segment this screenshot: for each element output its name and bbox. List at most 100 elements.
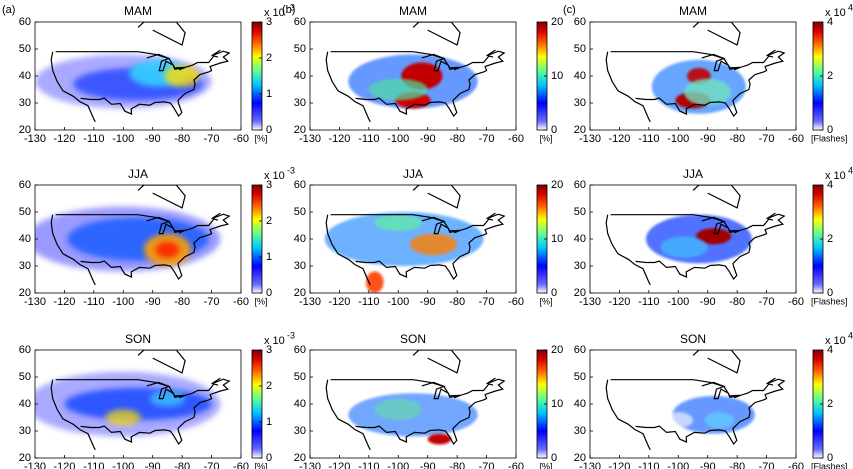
x-tick-label: -120 (53, 461, 75, 469)
field-blob (663, 412, 693, 429)
colorbar-tick-label: 0 (266, 124, 272, 136)
x-tick-label: -70 (204, 133, 220, 145)
map-panel: SON-130 -120 -110 -100 -90 -80 -70 -60203040506… (19, 330, 295, 469)
x-tick-label: -120 (53, 133, 75, 145)
colorbar (251, 349, 263, 459)
x-tick-label: -120 (608, 296, 630, 308)
field (605, 350, 786, 451)
panel-title: SON (680, 332, 706, 346)
colorbar-multiplier: x 10 (825, 170, 846, 182)
colorbar-tick-label: 4 (827, 344, 833, 356)
y-tick-label: 30 (19, 97, 31, 109)
field-blob (704, 412, 735, 429)
colorbar-tick-label: 0 (551, 124, 557, 136)
coastline (325, 214, 371, 286)
colorbar-tick-label: 20 (551, 179, 563, 191)
y-tick-label: 20 (294, 287, 306, 299)
x-tick-label: -80 (174, 133, 190, 145)
x-tick-label: -60 (233, 133, 249, 145)
coastline (605, 214, 651, 286)
y-tick-label: 40 (294, 398, 306, 410)
y-tick-label: 50 (294, 43, 306, 55)
colorbar-unit: [%] (539, 133, 552, 143)
y-tick-label: 30 (19, 260, 31, 272)
field (35, 22, 231, 123)
colorbar-tick-label: 1 (266, 416, 272, 428)
colorbar-tick-label: 0 (266, 452, 272, 464)
colorbar-tick-label: 0 (551, 287, 557, 299)
coastline (50, 214, 96, 286)
x-tick-label: -100 (667, 461, 689, 469)
x-tick-label: -90 (145, 296, 161, 308)
y-tick-label: 60 (19, 344, 31, 356)
y-tick-label: 40 (574, 70, 586, 82)
x-tick-label: -130 (24, 461, 46, 469)
coastline (50, 379, 96, 451)
x-tick-label: -80 (729, 296, 745, 308)
colorbar-exponent: 4 (848, 165, 853, 175)
colorbar-tick-label: 2 (266, 215, 272, 227)
coastline (412, 185, 461, 209)
x-tick-label: -90 (700, 461, 716, 469)
x-tick-label: -100 (112, 296, 134, 308)
x-tick-label: -120 (608, 461, 630, 469)
y-tick-label: 60 (294, 344, 306, 356)
colorbar-exponent: 4 (848, 2, 853, 12)
colorbar-tick-label: 10 (551, 398, 563, 410)
field (324, 185, 506, 293)
colorbar-tick-label: 0 (827, 124, 833, 136)
coastline (610, 379, 774, 397)
x-tick-label: -90 (420, 133, 436, 145)
colorbar-multiplier: x 10 (264, 335, 285, 347)
x-tick-label: -130 (299, 461, 321, 469)
colorbar-tick-label: 3 (266, 16, 272, 28)
x-tick-label: -110 (638, 133, 659, 145)
map-panel: MAM-130 -120 -110 -100 -90 -80 -70 -60203040506… (19, 2, 295, 145)
colorbar-tick-label: 1 (266, 251, 272, 263)
colorbar-tick-label: 3 (266, 179, 272, 191)
x-tick-label: -70 (479, 296, 495, 308)
y-tick-label: 30 (294, 260, 306, 272)
map-panel: JJA-130 -120 -110 -100 -90 -80 -70 -60203040506… (19, 165, 295, 308)
coastline (635, 377, 786, 446)
x-tick-label: -110 (358, 133, 379, 145)
panel-title: SON (400, 332, 426, 346)
x-tick-label: -90 (420, 461, 436, 469)
coastline (137, 185, 186, 209)
y-tick-label: 30 (574, 260, 586, 272)
colorbar (251, 184, 263, 294)
x-tick-label: -110 (83, 133, 104, 145)
x-tick-label: -70 (204, 296, 220, 308)
y-tick-label: 40 (574, 233, 586, 245)
colorbar (251, 21, 263, 131)
x-tick-label: -70 (759, 296, 775, 308)
x-tick-label: -90 (700, 296, 716, 308)
y-tick-label: 60 (574, 179, 586, 191)
y-tick-label: 50 (574, 43, 586, 55)
colorbar-tick-label: 4 (827, 179, 833, 191)
x-tick-label: -130 (24, 133, 46, 145)
coastline (421, 381, 461, 400)
y-tick-label: 60 (19, 179, 31, 191)
colorbar-tick-label: 0 (551, 452, 557, 464)
coastline (605, 379, 651, 451)
coastline (692, 22, 741, 46)
x-tick-label: -70 (479, 133, 495, 145)
y-tick-label: 30 (294, 97, 306, 109)
map-panel: JJA-130 -120 -110 -100 -90 -80 -70 -60203040506… (294, 167, 564, 308)
y-tick-label: 60 (574, 16, 586, 28)
coastline (137, 22, 186, 46)
x-tick-label: -110 (83, 296, 104, 308)
colorbar-tick-label: 10 (551, 233, 563, 245)
coastline (325, 379, 371, 451)
y-tick-label: 20 (294, 124, 306, 136)
colorbar-exponent: -3 (287, 2, 295, 12)
x-tick-label: -110 (358, 461, 379, 469)
colorbar-unit: [%] (254, 133, 267, 143)
x-tick-label: -60 (788, 296, 804, 308)
colorbar-exponent: 4 (848, 330, 853, 340)
x-tick-label: -70 (759, 461, 775, 469)
x-tick-label: -80 (729, 461, 745, 469)
colorbar-multiplier: x 10 (825, 7, 846, 19)
